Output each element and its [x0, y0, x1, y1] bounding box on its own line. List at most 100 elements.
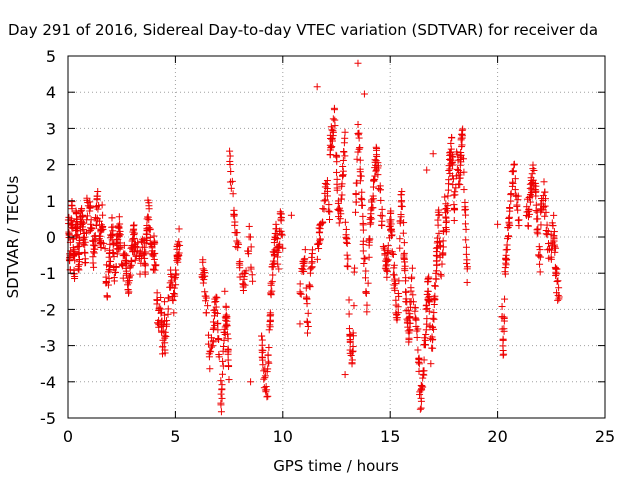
data-point [445, 167, 453, 175]
data-point [352, 179, 360, 187]
data-point [442, 200, 450, 208]
data-point [506, 207, 514, 215]
data-point [373, 145, 381, 153]
data-point [299, 266, 307, 274]
data-point [150, 237, 158, 245]
data-point [431, 282, 439, 290]
data-point [455, 174, 463, 182]
data-point [304, 309, 312, 317]
data-point [79, 225, 87, 233]
data-point [343, 262, 351, 270]
data-point [245, 222, 253, 230]
data-point [430, 315, 438, 323]
x-tick-label: 5 [170, 427, 180, 446]
data-point [392, 314, 400, 322]
data-point [326, 208, 334, 216]
data-point [402, 274, 410, 282]
data-point [358, 188, 366, 196]
data-point [314, 240, 322, 248]
data-point [356, 177, 364, 185]
data-point [430, 325, 438, 333]
data-point [511, 175, 519, 183]
data-point [320, 205, 328, 213]
data-point [328, 126, 336, 134]
data-point [361, 255, 369, 263]
data-point [433, 252, 441, 260]
data-point [462, 225, 470, 233]
data-point [420, 356, 428, 364]
data-point [224, 350, 232, 358]
data-point [167, 266, 175, 274]
data-point [146, 240, 154, 248]
y-tick-label: -3 [40, 337, 56, 356]
data-point [118, 262, 126, 270]
data-point [296, 288, 304, 296]
data-point [215, 353, 223, 361]
y-axis-title: SDTVAR / TECUs [4, 175, 22, 298]
data-point [213, 294, 221, 302]
data-point [75, 239, 83, 247]
data-point [334, 199, 342, 207]
data-point [462, 243, 470, 251]
data-point [161, 298, 169, 306]
data-point [377, 211, 385, 219]
data-point [396, 244, 404, 252]
data-point [172, 281, 180, 289]
data-point [89, 253, 97, 261]
data-point [424, 287, 432, 295]
data-point [266, 321, 274, 329]
data-point [429, 335, 437, 343]
data-point [199, 256, 207, 264]
data-point [274, 243, 282, 251]
data-point [270, 259, 278, 267]
data-point [382, 255, 390, 263]
data-point [365, 253, 373, 261]
data-point [550, 211, 558, 219]
data-point [369, 192, 377, 200]
data-point [341, 152, 349, 160]
data-point [530, 167, 538, 175]
data-point [228, 177, 236, 185]
data-point [91, 232, 99, 240]
data-point [110, 277, 118, 285]
data-point [336, 204, 344, 212]
data-point [338, 191, 346, 199]
data-point [435, 229, 443, 237]
data-point [226, 152, 234, 160]
data-point [422, 326, 430, 334]
data-point [444, 192, 452, 200]
data-point [115, 213, 123, 221]
data-point [170, 309, 178, 317]
data-point [258, 346, 266, 354]
data-point [369, 183, 377, 191]
chart-title: Day 291 of 2016, Sidereal Day-to-day VTE… [8, 21, 598, 39]
data-point [498, 303, 506, 311]
data-point [430, 309, 438, 317]
data-point [359, 247, 367, 255]
data-point [126, 264, 134, 272]
data-point [349, 329, 357, 337]
data-point [500, 317, 508, 325]
data-point [356, 144, 364, 152]
data-point [171, 273, 179, 281]
data-point [80, 233, 88, 241]
data-point [417, 404, 425, 412]
data-point [320, 197, 328, 205]
data-point [78, 206, 86, 214]
data-point [448, 152, 456, 160]
data-point [106, 266, 114, 274]
data-point [87, 216, 95, 224]
data-point [535, 252, 543, 260]
data-point [541, 188, 549, 196]
data-point [429, 314, 437, 322]
data-point [445, 176, 453, 184]
data-point [450, 201, 458, 209]
data-point [110, 239, 118, 247]
data-point [77, 207, 85, 215]
data-point [352, 208, 360, 216]
data-point [209, 318, 217, 326]
data-point [412, 316, 420, 324]
data-point [405, 314, 413, 322]
data-point [166, 283, 174, 291]
